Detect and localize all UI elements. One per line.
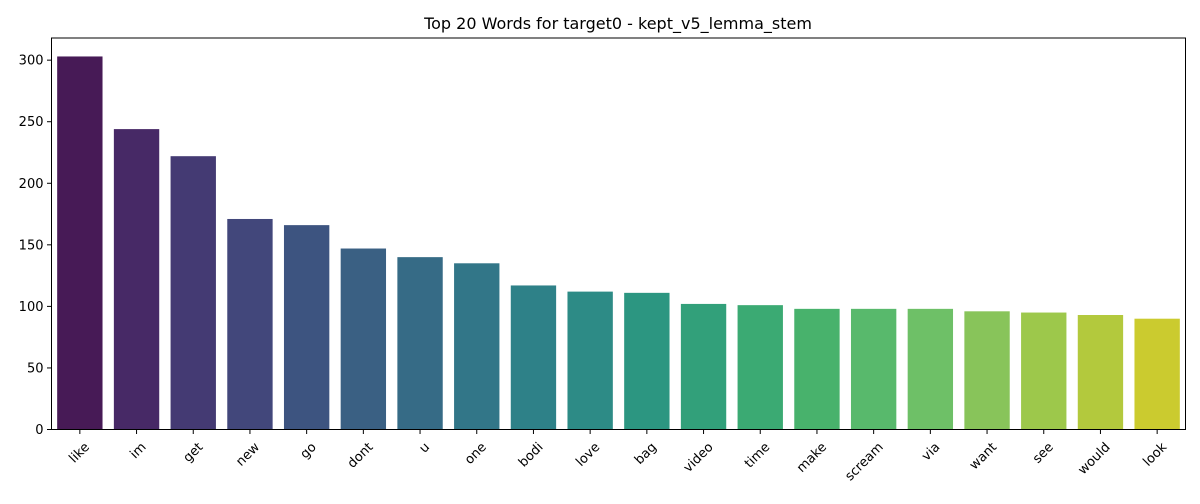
bar-would — [1077, 315, 1124, 430]
x-tick-label: via — [919, 440, 943, 464]
plot-frame — [51, 37, 1186, 430]
x-axis: like im get new go dont u one bodi love bag video ti… — [67, 429, 1171, 484]
bar-look — [1134, 318, 1180, 430]
y-tick-label: 150 — [19, 238, 44, 253]
x-tick-label: want — [967, 440, 1000, 473]
x-tick-label: scream — [842, 440, 886, 484]
bar-get — [170, 156, 216, 430]
bar-go — [283, 225, 330, 430]
x-tick-label: see — [1030, 440, 1057, 467]
bar-dont — [340, 248, 387, 430]
x-tick-label: make — [794, 440, 830, 476]
bar-one — [454, 263, 500, 430]
x-tick-label: video — [681, 440, 717, 476]
x-tick-label: look — [1140, 440, 1170, 470]
bar-bodi — [510, 285, 557, 430]
x-tick-label: go — [298, 440, 320, 462]
x-tick-label: get — [181, 440, 207, 466]
bar-make — [794, 308, 840, 430]
y-tick-label: 200 — [19, 177, 44, 192]
bar-via — [907, 308, 954, 430]
bar-time — [737, 305, 783, 430]
x-tick-label: love — [573, 440, 603, 470]
x-tick-label: one — [462, 440, 490, 468]
y-axis: 0 50 100 150 200 250 300 — [19, 54, 52, 438]
x-tick-label: bodi — [516, 440, 546, 470]
bar-u — [397, 257, 443, 430]
bar-see — [1021, 312, 1067, 430]
bar-want — [964, 311, 1010, 430]
x-tick-label: would — [1076, 440, 1114, 478]
x-tick-label: new — [233, 440, 263, 470]
y-tick-label: 250 — [19, 115, 44, 130]
bar-video — [680, 303, 727, 430]
y-tick-label: 100 — [19, 300, 44, 315]
bar-love — [567, 291, 613, 430]
chart-title: Top 20 Words for target0 - kept_v5_lemma… — [423, 14, 812, 34]
bar-bag — [624, 292, 670, 430]
bar-im — [113, 129, 160, 430]
bar-new — [227, 218, 273, 430]
y-tick-label: 50 — [27, 361, 44, 376]
x-tick-label: dont — [345, 440, 376, 471]
x-tick-label: like — [67, 440, 93, 466]
bar-like — [57, 56, 103, 430]
x-tick-label: u — [417, 440, 433, 456]
y-tick-label: 0 — [35, 423, 43, 438]
bars-group — [57, 56, 1180, 430]
x-tick-label: bag — [632, 440, 660, 468]
bar-scream — [850, 308, 897, 430]
x-tick-label: im — [127, 440, 149, 462]
y-tick-label: 300 — [19, 54, 44, 69]
x-tick-label: time — [742, 440, 773, 471]
